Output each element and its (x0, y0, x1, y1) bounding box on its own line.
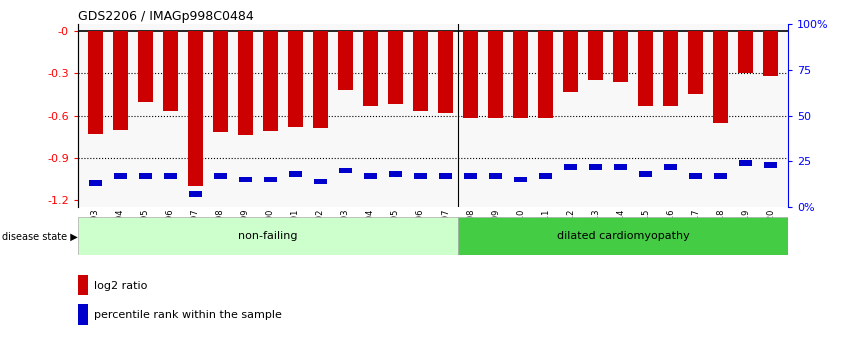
Bar (713, 31, 728, 122)
Bar (639, 171, 652, 177)
Bar (164, 173, 177, 179)
Text: disease state ▶: disease state ▶ (3, 231, 78, 241)
Bar (239, 177, 252, 182)
Bar (588, 31, 603, 80)
Bar (514, 177, 527, 182)
Bar (88, 31, 103, 134)
Bar (563, 31, 578, 92)
Bar (463, 31, 478, 118)
Bar (589, 164, 602, 169)
Bar (564, 164, 577, 169)
Bar (738, 31, 753, 73)
Bar (688, 31, 703, 95)
Bar (89, 180, 102, 186)
Bar (114, 173, 126, 179)
Bar (339, 168, 352, 173)
Bar (740, 160, 752, 166)
Bar (389, 171, 402, 177)
Bar (214, 173, 227, 179)
Bar (113, 31, 128, 130)
Bar (489, 173, 502, 179)
Bar (138, 31, 153, 101)
Bar (189, 191, 202, 197)
Bar (264, 177, 277, 182)
Bar (764, 162, 777, 168)
Bar (78, 304, 88, 325)
Bar (414, 173, 427, 179)
Bar (663, 31, 678, 106)
Bar (314, 179, 326, 184)
Bar (488, 31, 503, 118)
Bar (139, 173, 152, 179)
Bar (638, 31, 653, 106)
Bar (439, 173, 452, 179)
Text: GDS2206 / IMAGp998C0484: GDS2206 / IMAGp998C0484 (78, 10, 254, 23)
Bar (438, 31, 453, 113)
Bar (363, 31, 378, 106)
Bar (538, 31, 553, 118)
Bar (613, 31, 628, 82)
Bar (714, 173, 727, 179)
Bar (513, 31, 528, 118)
Text: log2 ratio: log2 ratio (94, 280, 147, 290)
Bar (763, 31, 778, 76)
Bar (78, 275, 88, 295)
Text: percentile rank within the sample: percentile rank within the sample (94, 310, 281, 320)
Text: non-failing: non-failing (238, 231, 298, 241)
Bar (689, 173, 702, 179)
Bar (289, 171, 302, 177)
Bar (263, 31, 278, 131)
Bar (163, 31, 178, 111)
Bar (664, 164, 677, 169)
Bar (364, 173, 377, 179)
Bar (458, 217, 788, 255)
Bar (464, 173, 477, 179)
Bar (388, 31, 403, 104)
Bar (338, 31, 353, 90)
Bar (238, 31, 253, 135)
Bar (188, 31, 203, 186)
Bar (413, 31, 428, 111)
Bar (614, 164, 627, 169)
Bar (288, 31, 303, 127)
Bar (78, 217, 458, 255)
Bar (213, 31, 228, 132)
Bar (540, 173, 552, 179)
Text: dilated cardiomyopathy: dilated cardiomyopathy (557, 231, 689, 241)
Bar (313, 31, 328, 128)
